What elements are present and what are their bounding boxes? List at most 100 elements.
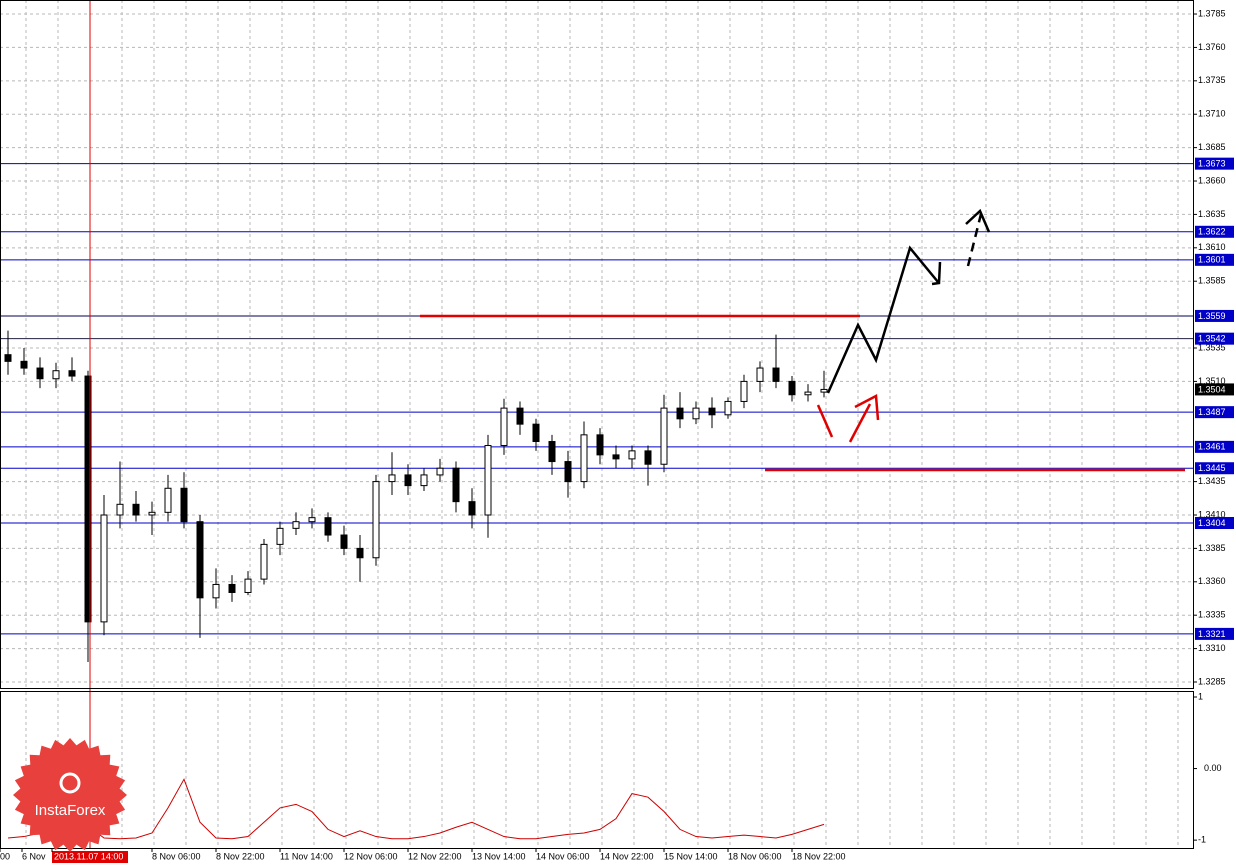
candle-body: [20, 360, 28, 369]
watermark-text: InstaForex: [35, 802, 106, 819]
y-tick-label: 1.3385: [1198, 543, 1226, 553]
candle-body: [292, 521, 300, 529]
candle-body: [4, 354, 12, 362]
candle-body: [580, 434, 588, 483]
indicator-pane-frame: [0, 691, 1194, 849]
candle-body: [804, 391, 812, 396]
candle-body: [708, 407, 716, 416]
candle-body: [388, 474, 396, 483]
level-label: 1.3487: [1198, 407, 1226, 417]
level-label-box: [1195, 462, 1234, 475]
arrow-head: [931, 261, 942, 286]
candle-body: [788, 380, 796, 396]
candle-body: [596, 434, 604, 456]
level-label: 1.3542: [1198, 334, 1226, 344]
candle-body: [52, 370, 60, 380]
candle-body: [404, 474, 412, 487]
x-tick-label: 6 Nov: [22, 851, 46, 861]
candle-body: [468, 501, 476, 516]
x-tick-label: 2013.11.07 14:00: [54, 851, 123, 861]
x-tick-label: 11 Nov 14:00: [280, 851, 333, 861]
candle-body: [260, 543, 268, 580]
price-label: 1.3504: [1198, 384, 1226, 394]
candle-body: [228, 583, 236, 593]
y-tick-label: 1.3310: [1198, 643, 1226, 653]
candle-body: [132, 503, 140, 516]
y-tick-label: 1.3585: [1198, 276, 1226, 286]
x-tick-label: 00: [0, 851, 10, 861]
candle-body: [612, 454, 620, 460]
candle-body: [548, 441, 556, 463]
arrow-head: [965, 208, 991, 233]
badge: [13, 738, 127, 852]
y-tick-label: 1.3510: [1198, 376, 1226, 386]
level-label: 1.3404: [1198, 518, 1226, 528]
y-tick-label: 1.3760: [1198, 42, 1226, 52]
candle-body: [148, 511, 156, 516]
indicator-tick-label: -1: [1198, 835, 1206, 845]
x-tick-label: 15 Nov 14:00: [664, 851, 718, 861]
y-tick-label: 1.3535: [1198, 342, 1226, 352]
candle-body: [564, 461, 572, 483]
grid: [0, 0, 1193, 848]
level-label-box: [1195, 225, 1234, 238]
candle-body: [692, 407, 700, 420]
indicator-line: [7, 778, 825, 840]
candle-body: [436, 467, 444, 476]
level-label: 1.3559: [1198, 311, 1226, 321]
level-label: 1.3461: [1198, 442, 1226, 452]
candle-body: [324, 517, 332, 536]
x-tick-label: 8 Nov 06:00: [152, 851, 201, 861]
candle-body: [420, 474, 428, 487]
candle-body: [484, 445, 492, 516]
y-tick-label: 1.3435: [1198, 476, 1226, 486]
candle-body: [356, 547, 364, 559]
x-tick-label: 12 Nov 22:00: [408, 851, 462, 861]
candle-body: [500, 407, 508, 447]
forecast-arrow: [826, 245, 939, 394]
level-label-box: [1195, 332, 1234, 345]
level-label-box: [1195, 157, 1234, 170]
y-tick-label: 1.3660: [1198, 175, 1226, 185]
level-label-box: [1195, 253, 1234, 266]
level-label-box: [1195, 627, 1234, 640]
forecast-arrow-dashed: [966, 213, 983, 267]
level-label-box: [1195, 406, 1234, 419]
candle-body: [740, 380, 748, 402]
price-label-box: [1195, 383, 1234, 396]
candle-body: [308, 517, 316, 523]
level-label-box: [1195, 440, 1234, 453]
y-tick-label: 1.3735: [1198, 75, 1226, 85]
x-tick-label: 8 Nov 22:00: [216, 851, 265, 861]
indicator-tick-label: 0.00: [1204, 763, 1222, 773]
x-tick-label: 13 Nov 14:00: [472, 851, 526, 861]
level-label-box: [1195, 517, 1234, 530]
candle-body: [36, 367, 44, 380]
candle-body: [244, 578, 252, 593]
level-label-box: [1195, 309, 1234, 322]
candle-body: [644, 450, 652, 465]
level-label: 1.3321: [1198, 629, 1226, 639]
candle-body: [100, 514, 108, 623]
y-tick-label: 1.3335: [1198, 610, 1226, 620]
levels: [0, 163, 1193, 635]
candle-body: [372, 481, 380, 559]
logo-icon: [59, 772, 81, 794]
x-tick-label: 18 Nov 06:00: [728, 851, 782, 861]
indicator: [7, 778, 825, 840]
y-tick-label: 1.3360: [1198, 576, 1226, 586]
x-tick-label: 14 Nov 22:00: [600, 851, 654, 861]
candle-body: [724, 400, 732, 416]
level-label: 1.3601: [1198, 255, 1226, 265]
forecast-arrows: [816, 208, 991, 443]
y-tick-label: 1.3685: [1198, 142, 1226, 152]
y-tick-label: 1.3285: [1198, 676, 1226, 686]
x-tick-label: 18 Nov 22:00: [792, 851, 846, 861]
candle-body: [660, 407, 668, 465]
axes: 1.3785 1.3760 1.3735 1.3710 1.3685 1.3660 1.36…: [0, 8, 1234, 863]
forecast-arrow-red: [816, 404, 834, 438]
candle-body: [516, 407, 524, 425]
candle-body: [68, 370, 76, 377]
